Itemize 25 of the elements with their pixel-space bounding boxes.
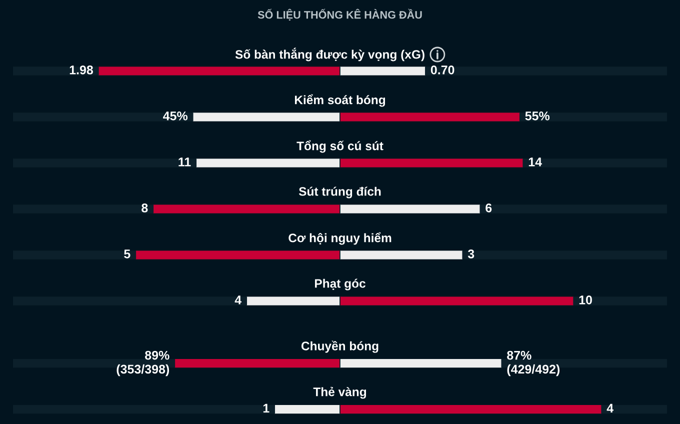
y-tick-label: Chuyền bóng — [301, 340, 378, 353]
data-label: 5 — [124, 250, 130, 258]
data-label: 89% (353/398) — [116, 350, 170, 376]
data-label: 0.70 — [430, 66, 454, 74]
data-label: 8 — [142, 204, 148, 212]
data-label: 3 — [468, 250, 474, 258]
data-label: 55% — [525, 112, 550, 120]
data-label: 4 — [234, 296, 242, 304]
y-tick-label: Phạt góc — [315, 278, 366, 290]
y-tick-label: Số bàn thắng được kỳ vọng (xG) — [235, 48, 424, 62]
data-label: 1 — [263, 404, 270, 413]
chart-title: SỐ LIỆU THỐNG KÊ HÀNG ĐẦU — [258, 8, 422, 21]
data-label: 11 — [178, 158, 191, 166]
data-label: 1.98 — [70, 66, 94, 74]
data-label: 10 — [579, 296, 592, 304]
data-label: 45% — [163, 112, 188, 120]
data-label: 4 — [606, 404, 614, 413]
y-tick-label: Cơ hội nguy hiểm — [288, 232, 392, 245]
y-tick-label: Thẻ vàng — [313, 386, 366, 399]
y-tick-label: Kiểm soát bóng — [294, 94, 386, 107]
y-tick-label: Sút trúng đích — [298, 186, 381, 198]
data-label: 87% (429/492) — [507, 350, 560, 376]
y-tick-label: Tổng số cú sút — [296, 140, 384, 153]
data-label: 14 — [528, 158, 542, 166]
data-label: 6 — [486, 204, 492, 212]
